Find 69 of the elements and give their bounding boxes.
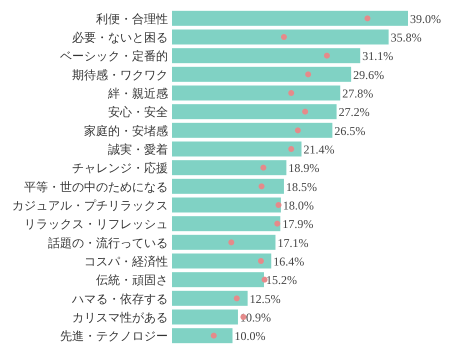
data-label: 18.0% (282, 198, 314, 212)
point (276, 202, 282, 208)
data-label: 12.5% (250, 292, 281, 306)
bar (172, 142, 302, 156)
point (288, 146, 294, 152)
data-label: 18.5% (286, 180, 317, 194)
bar (172, 66, 352, 82)
y-tick-label: 絆・親近感 (107, 86, 168, 100)
data-label: 27.2% (338, 105, 370, 120)
y-tick-label: 伝統・頑固さ (96, 273, 168, 288)
point (210, 332, 217, 339)
bar (172, 254, 272, 268)
point (305, 71, 312, 78)
point (234, 295, 240, 302)
point (294, 127, 301, 134)
y-tick-label: カリスマ性がある (72, 310, 168, 324)
data-label: 15.2% (266, 273, 297, 288)
bar (172, 160, 286, 176)
y-tick-label: カジュアル・プチリラックス (12, 198, 168, 212)
point (258, 183, 265, 190)
point (258, 258, 264, 264)
bar (172, 198, 281, 212)
point (260, 164, 266, 171)
data-label: 27.8% (342, 86, 374, 100)
y-tick-label: 期待感・ワクワク (72, 68, 168, 82)
data-label: 29.6% (353, 68, 384, 82)
bar (172, 122, 332, 138)
data-label: 39.0% (410, 12, 441, 26)
point (228, 239, 234, 246)
data-label: 18.9% (288, 161, 320, 176)
bar (172, 104, 337, 120)
bar (172, 234, 276, 250)
y-tick-label: 家庭的・安堵感 (84, 124, 168, 138)
y-tick-label: コスパ・経済性 (84, 254, 168, 268)
bar (172, 30, 389, 44)
data-label: 17.1% (277, 236, 308, 250)
y-tick-label: リラックス・リフレッシュ (24, 217, 168, 232)
y-tick-label: 先進・テクノロジー (60, 329, 168, 344)
bar (172, 290, 248, 306)
bar (172, 310, 238, 324)
bar (172, 328, 233, 344)
data-label: 31.1% (362, 49, 394, 64)
data-label: 26.5% (334, 124, 366, 138)
y-tick-label: ハマる・依存する (71, 292, 168, 306)
point (274, 220, 280, 227)
point (302, 108, 308, 115)
bar (172, 178, 284, 194)
point (324, 52, 330, 59)
bar (172, 272, 264, 288)
data-label: 35.8% (390, 30, 422, 44)
data-label: 10.0% (234, 329, 266, 344)
bar (172, 216, 280, 232)
y-tick-label: 利便・合理性 (96, 12, 168, 26)
data-label: 17.9% (282, 217, 314, 232)
data-label: 21.4% (303, 142, 334, 156)
bar (172, 48, 360, 64)
y-tick-label: 安心・安全 (108, 105, 168, 120)
y-tick-label: 話題の・流行っている (48, 236, 168, 250)
data-label: 16.4% (273, 254, 304, 268)
bar (172, 10, 408, 26)
bar (172, 86, 340, 100)
y-tick-label: チャレンジ・応援 (72, 161, 168, 176)
y-tick-label: 誠実・愛着 (108, 142, 168, 156)
y-tick-label: ベーシック・定番的 (60, 49, 168, 64)
point (280, 34, 287, 40)
point (364, 15, 370, 22)
point (288, 90, 294, 96)
y-tick-label: 平等・世の中のためになる (24, 180, 168, 194)
y-tick-label: 必要・ないと困る (72, 30, 168, 44)
